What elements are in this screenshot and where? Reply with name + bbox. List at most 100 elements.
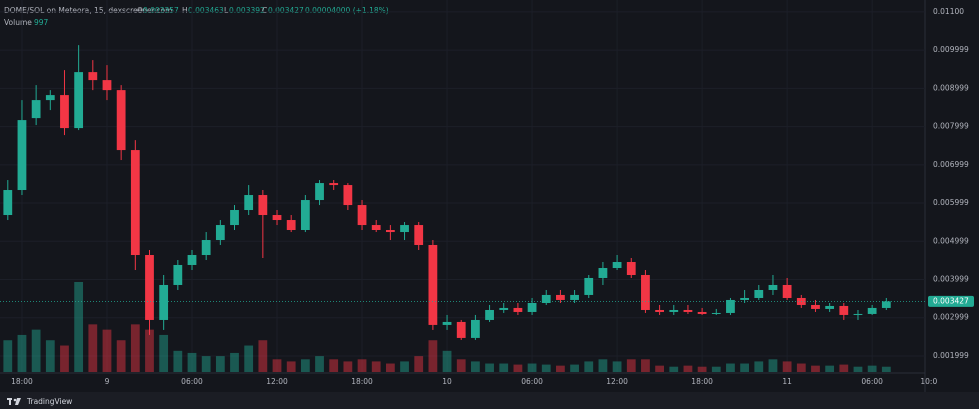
volume-bar — [45, 340, 55, 372]
ohlc-label: O — [137, 6, 143, 15]
candle-body — [641, 275, 650, 310]
x-tick-label: 18:00 — [351, 377, 373, 386]
candle-body — [116, 90, 126, 151]
volume-bar — [385, 363, 395, 372]
y-tick-label: 0.01100 — [933, 7, 964, 16]
candle-body — [244, 195, 254, 211]
ohlc-value: 0.003427 — [268, 6, 304, 15]
volume-value: 997 — [34, 18, 49, 27]
candle-body — [400, 225, 409, 233]
volume-bar — [782, 361, 792, 372]
candle-body — [669, 309, 679, 312]
x-tick-label: 12:00 — [266, 377, 288, 386]
candle-body — [485, 309, 494, 320]
volume-bar — [669, 366, 679, 372]
x-tick-label: 12:00 — [606, 377, 628, 386]
candle-body — [201, 240, 211, 256]
volume-bar — [187, 352, 197, 372]
candle-body — [187, 255, 197, 265]
volume-bar — [740, 363, 750, 372]
candle-body — [499, 307, 509, 310]
x-tick-label: 9 — [105, 377, 110, 386]
volume-bar — [485, 363, 494, 372]
volume-bar — [499, 363, 509, 372]
candle-body — [442, 321, 452, 325]
volume-bar — [584, 361, 594, 372]
volume-bar — [541, 364, 551, 372]
volume-bar — [881, 366, 891, 372]
candle-body — [414, 225, 424, 245]
candle-body — [626, 262, 636, 276]
candle-body — [145, 255, 154, 320]
candle-body — [655, 309, 664, 312]
ohlc-value: 0.003392 — [229, 6, 265, 15]
y-tick-label: 0.006999 — [933, 160, 969, 169]
candle-body — [584, 277, 594, 295]
volume-bar — [201, 356, 211, 372]
x-tick-label: 18:00 — [11, 377, 33, 386]
volume-bar — [697, 366, 707, 372]
volume-bar — [3, 340, 13, 372]
volume-bar — [74, 282, 84, 372]
logo-part — [15, 398, 21, 405]
ohlc-label: C — [262, 6, 267, 15]
tv-logo — [7, 398, 21, 405]
candle-body — [286, 220, 296, 231]
candle-body — [45, 95, 55, 101]
y-tick-label: 0.004999 — [933, 236, 969, 245]
candle-body — [357, 205, 367, 226]
volume-bar — [343, 361, 353, 372]
candle-body — [329, 183, 339, 186]
x-tick-label: 10:0 — [920, 377, 937, 386]
ohlc-value: 0.003463 — [188, 6, 224, 15]
candle-body — [428, 244, 438, 325]
volume-bar — [173, 350, 183, 372]
candle-body — [315, 183, 324, 201]
candle-body — [825, 305, 835, 309]
candle-body — [782, 284, 792, 298]
volume-bar — [215, 356, 225, 372]
candle-body — [740, 297, 750, 300]
y-tick-label: 0.009999 — [933, 45, 969, 54]
candle-body — [88, 72, 98, 81]
candle-body — [570, 294, 579, 300]
logo-part — [9, 398, 11, 405]
volume-bar — [612, 361, 622, 372]
candle-body — [130, 150, 140, 256]
volume-bar — [754, 361, 764, 372]
brand: TradingView — [26, 397, 72, 406]
volume-bar — [853, 366, 863, 372]
header-title: DOME/SOL on Meteora, 15, dexscreener.com — [4, 6, 172, 15]
candle-body — [711, 312, 721, 314]
volume-bar — [442, 350, 452, 372]
candle-body — [881, 301, 891, 308]
volume-bar — [598, 359, 608, 372]
x-tick-label: 18:00 — [691, 377, 713, 386]
y-tick-label: 0.001999 — [933, 351, 969, 360]
candle-body — [173, 264, 183, 285]
volume-bar — [768, 359, 778, 372]
x-tick-label: 06:00 — [521, 377, 543, 386]
volume-bar — [88, 324, 98, 372]
volume-bar — [825, 365, 835, 372]
volume-bar — [17, 334, 27, 372]
x-tick-label: 06:00 — [181, 377, 203, 386]
volume-bar — [102, 329, 112, 372]
logo-part — [13, 398, 17, 402]
volume-bar — [626, 359, 636, 372]
candle-body — [102, 80, 112, 91]
candle-body — [60, 95, 69, 129]
candle-body — [513, 307, 523, 312]
y-tick-label: 0.002999 — [933, 313, 969, 322]
volume-bar — [244, 345, 254, 372]
volume-bar — [513, 364, 523, 372]
x-tick-label: 06:00 — [861, 377, 883, 386]
footer-bar — [0, 392, 979, 409]
volume-bar — [400, 361, 409, 372]
candle-body — [768, 284, 778, 290]
candle-body — [272, 215, 282, 221]
volume-bar — [839, 364, 849, 372]
volume-bar — [286, 361, 296, 372]
volume-bar — [428, 340, 438, 372]
